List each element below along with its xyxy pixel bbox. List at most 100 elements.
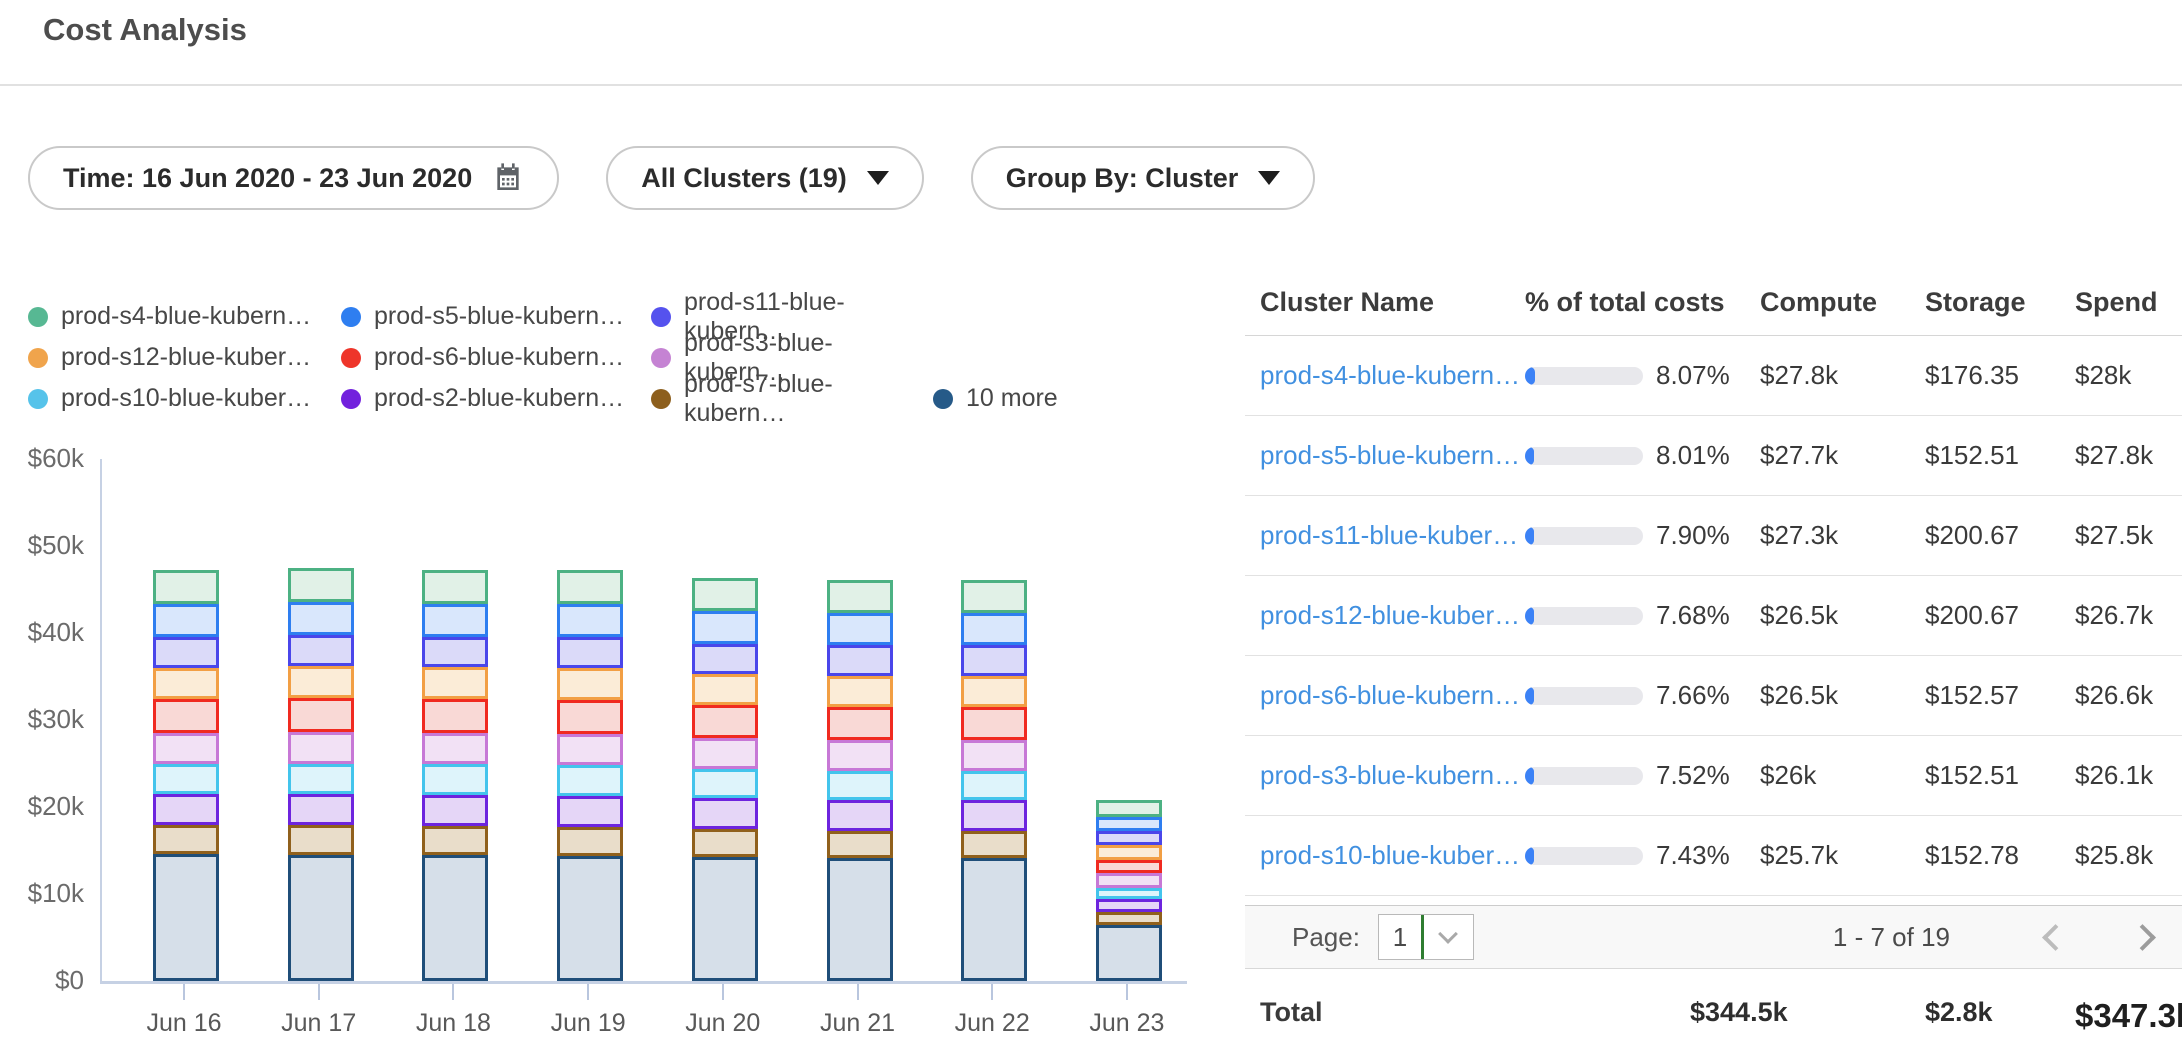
pct-value: 7.43%: [1656, 840, 1730, 871]
bar-segment: [692, 857, 758, 981]
total-storage: $2.8k: [1925, 997, 1993, 1028]
legend-item[interactable]: prod-s7-blue-kubern…: [651, 370, 933, 428]
pct-cell: 7.52%: [1525, 760, 1760, 791]
prev-page-button[interactable]: [2038, 920, 2073, 955]
pct-progress-bar: [1525, 607, 1643, 625]
bar-segment: [557, 765, 623, 795]
cluster-name-link[interactable]: prod-s3-blue-kubern…: [1260, 760, 1525, 791]
legend-row: prod-s10-blue-kuber…prod-s2-blue-kubern……: [28, 378, 1133, 419]
cluster-name-link[interactable]: prod-s11-blue-kuber…: [1260, 520, 1525, 551]
groupby-filter-button[interactable]: Group By: Cluster: [971, 146, 1316, 210]
bar-segment: [1096, 831, 1162, 845]
pct-progress-fill: [1525, 527, 1534, 545]
bar-segment: [692, 798, 758, 828]
time-filter-label: Time: 16 Jun 2020 - 23 Jun 2020: [63, 163, 472, 194]
legend-swatch-icon: [651, 307, 671, 327]
bar-segment: [961, 740, 1027, 770]
bar-group-jun-16: [153, 570, 219, 981]
next-page-button[interactable]: [2125, 920, 2160, 955]
bar-segment: [153, 764, 219, 794]
spend-value: $28k: [2075, 360, 2182, 391]
bar-segment: [827, 707, 893, 740]
bar-segment: [153, 854, 219, 981]
bar-segment: [557, 856, 623, 981]
legend-item[interactable]: prod-s12-blue-kuber…: [28, 343, 341, 372]
pct-cell: 7.90%: [1525, 520, 1760, 551]
page-title: Cost Analysis: [43, 12, 247, 48]
spend-value: $26.1k: [2075, 760, 2182, 791]
bar-segment: [827, 613, 893, 645]
bar-segment: [557, 604, 623, 637]
bar-group-jun-21: [827, 580, 893, 981]
cluster-name-link[interactable]: prod-s5-blue-kubern…: [1260, 440, 1525, 471]
bar-segment: [288, 825, 354, 855]
calendar-icon: [492, 162, 524, 194]
legend-item[interactable]: prod-s6-blue-kubern…: [341, 343, 651, 372]
bar-segment: [153, 733, 219, 763]
legend-item[interactable]: prod-s10-blue-kuber…: [28, 384, 341, 413]
col-pct-total-costs: % of total costs: [1525, 287, 1760, 318]
col-compute: Compute: [1760, 287, 1925, 318]
bar-segment: [827, 771, 893, 801]
x-axis-tick: [183, 984, 185, 1000]
chart-plot-area: [100, 459, 1187, 984]
bar-segment: [1096, 912, 1162, 925]
x-axis-label: Jun 19: [520, 1009, 656, 1038]
legend-item[interactable]: 10 more: [933, 384, 1133, 413]
bar-segment: [692, 705, 758, 738]
y-axis-label: $40k: [0, 617, 84, 648]
pagination-bar: Page: 1 1 - 7 of 19: [1245, 905, 2182, 969]
bar-segment: [827, 858, 893, 981]
legend-swatch-icon: [651, 389, 671, 409]
spend-value: $26.7k: [2075, 600, 2182, 631]
table-body: prod-s4-blue-kubern…8.07%$27.8k$176.35$2…: [1245, 336, 2182, 896]
spend-value: $26.6k: [2075, 680, 2182, 711]
bar-segment: [422, 764, 488, 794]
chart-legend: prod-s4-blue-kubern… prod-s5-blue-kubern……: [28, 296, 1133, 419]
legend-item[interactable]: prod-s4-blue-kubern…: [28, 302, 341, 331]
legend-item[interactable]: prod-s5-blue-kubern…: [341, 302, 651, 331]
filters-bar: Time: 16 Jun 2020 - 23 Jun 2020 All Clus…: [28, 146, 1315, 210]
compute-value: $27.3k: [1760, 520, 1925, 551]
cost-table-panel: Cluster Name % of total costs Compute St…: [1245, 270, 2182, 1052]
bar-segment: [288, 794, 354, 825]
x-axis-label: Jun 23: [1059, 1009, 1195, 1038]
chevron-right-icon: [2129, 924, 2156, 951]
bar-segment: [961, 645, 1027, 675]
page-select-value: 1: [1379, 915, 1421, 959]
page-select[interactable]: 1: [1378, 914, 1474, 960]
bar-segment: [153, 699, 219, 733]
pct-progress-fill: [1525, 687, 1534, 705]
table-row: prod-s5-blue-kubern…8.01%$27.7k$152.51$2…: [1245, 416, 2182, 496]
bar-segment: [153, 794, 219, 825]
pct-progress-bar: [1525, 847, 1643, 865]
pct-value: 7.68%: [1656, 600, 1730, 631]
bar-segment: [692, 738, 758, 768]
legend-swatch-icon: [341, 389, 361, 409]
x-axis-tick: [857, 984, 859, 1000]
bar-segment: [692, 578, 758, 611]
bar-group-jun-22: [961, 580, 1027, 981]
time-filter-button[interactable]: Time: 16 Jun 2020 - 23 Jun 2020: [28, 146, 559, 210]
cluster-name-link[interactable]: prod-s4-blue-kubern…: [1260, 360, 1525, 391]
clusters-filter-button[interactable]: All Clusters (19): [606, 146, 924, 210]
storage-value: $152.51: [1925, 760, 2075, 791]
pct-cell: 8.07%: [1525, 360, 1760, 391]
legend-item[interactable]: prod-s2-blue-kubern…: [341, 384, 651, 413]
bar-segment: [288, 698, 354, 732]
cluster-name-link[interactable]: prod-s6-blue-kubern…: [1260, 680, 1525, 711]
legend-swatch-icon: [341, 307, 361, 327]
bar-segment: [422, 667, 488, 699]
chevron-down-icon: [1439, 924, 1459, 944]
legend-label: 10 more: [966, 384, 1058, 413]
legend-swatch-icon: [28, 348, 48, 368]
cluster-name-link[interactable]: prod-s12-blue-kuber…: [1260, 600, 1525, 631]
legend-label: prod-s5-blue-kubern…: [374, 302, 624, 331]
legend-swatch-icon: [651, 348, 671, 368]
bar-segment: [961, 800, 1027, 830]
bar-group-jun-17: [288, 568, 354, 981]
cluster-name-link[interactable]: prod-s10-blue-kuber…: [1260, 840, 1525, 871]
bar-segment: [1096, 888, 1162, 899]
pct-progress-bar: [1525, 767, 1643, 785]
table-row: prod-s6-blue-kubern…7.66%$26.5k$152.57$2…: [1245, 656, 2182, 736]
